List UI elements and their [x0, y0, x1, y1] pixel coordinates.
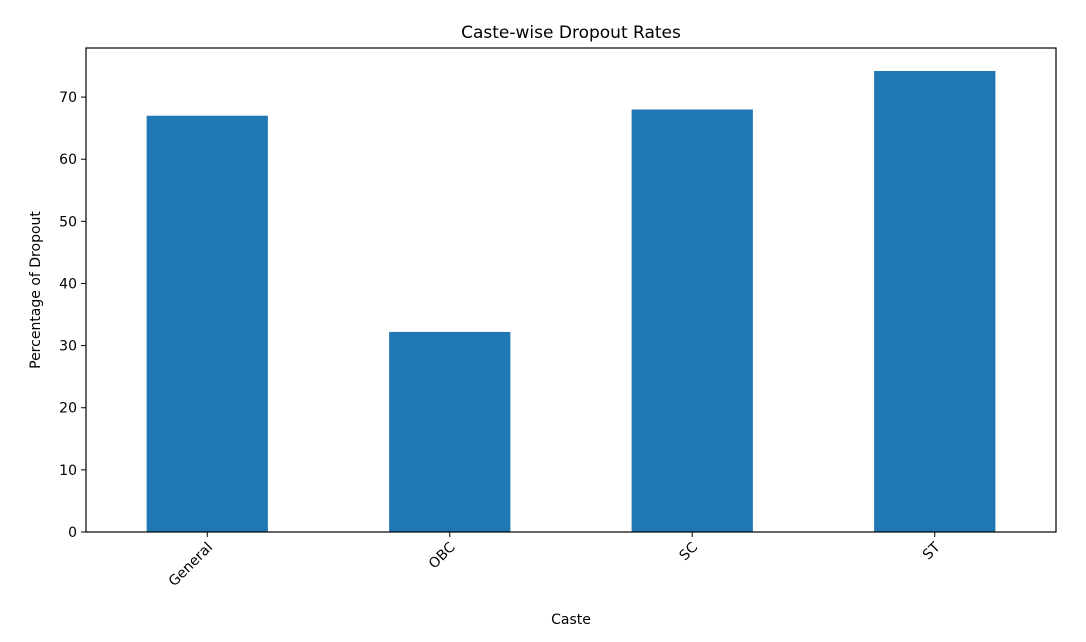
bar-sc — [631, 109, 753, 532]
y-tick-label: 50 — [59, 214, 77, 230]
axes-frame — [85, 47, 1057, 533]
bar-st — [874, 70, 996, 532]
y-tick-label: 60 — [59, 152, 77, 168]
y-tick-label: 40 — [59, 276, 77, 292]
y-tick-label: 70 — [59, 90, 77, 106]
y-axis: 0 10 20 30 40 50 60 70 — [59, 90, 86, 541]
x-tick-label: ST — [920, 539, 944, 563]
x-tick-label: OBC — [426, 539, 459, 572]
x-axis: General OBC SC ST — [166, 532, 944, 590]
y-tick-label: 10 — [59, 463, 77, 479]
x-axis-title: Caste — [551, 612, 591, 628]
y-tick-label: 20 — [59, 401, 77, 417]
bar-obc — [389, 331, 511, 532]
chart-title: Caste-wise Dropout Rates — [461, 23, 681, 43]
y-axis-title: Percentage of Dropout — [28, 211, 44, 369]
x-tick-label: SC — [677, 539, 702, 564]
x-tick-label: General — [166, 540, 216, 590]
bar-general — [146, 115, 268, 533]
bars — [146, 70, 996, 533]
y-tick-label: 30 — [59, 339, 77, 355]
y-tick-label: 0 — [68, 525, 77, 541]
